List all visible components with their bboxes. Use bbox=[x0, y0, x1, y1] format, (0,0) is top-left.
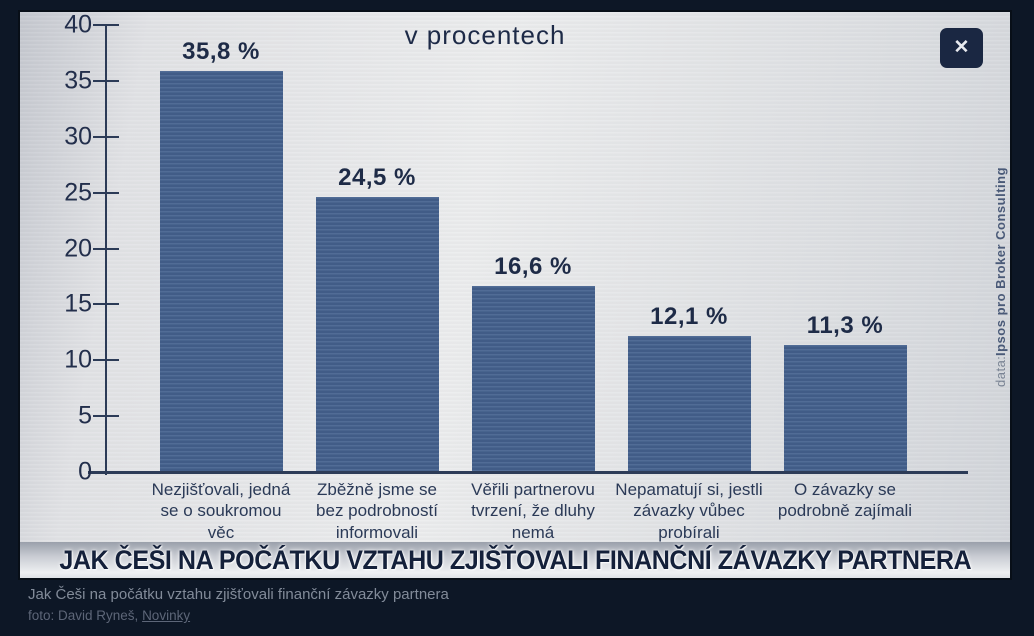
bar-value-label: 24,5 % bbox=[338, 164, 416, 192]
y-tick bbox=[93, 247, 119, 250]
y-tick bbox=[93, 471, 119, 473]
close-icon: ✕ bbox=[953, 37, 970, 58]
photo-credit: foto: David Ryneš, Novinky bbox=[28, 608, 190, 623]
category-label: Věřili partnerovu tvrzení, že dluhy nemá bbox=[471, 480, 595, 542]
bar bbox=[159, 70, 283, 471]
x-axis bbox=[88, 471, 968, 474]
bars-container: 35,8 % 24,5 % 16,6 % 12,1 % 11,3 % bbox=[143, 38, 923, 471]
credit-text: foto: David Ryneš, bbox=[28, 608, 143, 623]
y-tick bbox=[93, 415, 119, 418]
chart-title: v procentech bbox=[404, 20, 566, 50]
y-tick-label: 0 bbox=[78, 457, 92, 486]
y-tick-label: 5 bbox=[78, 401, 92, 430]
y-tick-label: 30 bbox=[64, 122, 92, 151]
category-labels: Nezjišťovali, jedná se o soukromou věc Zb… bbox=[143, 479, 923, 543]
bar-slot: 12,1 % bbox=[611, 303, 767, 471]
source-prefix: data: bbox=[993, 355, 1008, 388]
y-tick bbox=[93, 79, 119, 82]
category-label: O závazky se podrobně zajímali bbox=[777, 480, 913, 521]
data-source-note: data: Ipsos pro Broker Consulting bbox=[993, 112, 1008, 442]
bar-slot: 16,6 % bbox=[455, 252, 611, 471]
y-tick bbox=[93, 24, 119, 26]
y-tick-label: 25 bbox=[64, 178, 92, 207]
close-button[interactable]: ✕ bbox=[940, 28, 983, 68]
bar bbox=[471, 285, 595, 471]
y-tick-label: 20 bbox=[64, 234, 92, 262]
bar bbox=[783, 344, 907, 471]
bar-slot: 11,3 % bbox=[767, 312, 923, 471]
photo-caption: Jak Češi na počátku vztahu zjišťovali fi… bbox=[28, 586, 449, 603]
category-label: Nezjišťovali, jedná se o soukromou věc bbox=[151, 480, 291, 542]
bar-value-label: 12,1 % bbox=[650, 302, 728, 330]
y-axis bbox=[105, 25, 107, 475]
banner-title: JAK ČEŠI NA POČÁTKU VZTAHU ZJIŠŤOVALI FI… bbox=[59, 544, 971, 575]
plot-area: 35,8 % 24,5 % 16,6 % 12,1 % 11,3 % Nezjišťov… bbox=[64, 11, 968, 542]
y-tick-label: 35 bbox=[64, 66, 92, 95]
chart-photo-panel: v procentech ✕ 35,8 % 24,5 % 16,6 % 12,1 % 1… bbox=[20, 11, 1010, 578]
banner-strip: JAK ČEŠI NA POČÁTKU VZTAHU ZJIŠŤOVALI FI… bbox=[20, 542, 1010, 578]
bar bbox=[627, 335, 751, 471]
source-name: Ipsos pro Broker Consulting bbox=[993, 166, 1008, 356]
bar-slot: 24,5 % bbox=[299, 164, 455, 471]
bar-value-label: 11,3 % bbox=[806, 311, 884, 339]
y-tick-label: 15 bbox=[64, 289, 92, 318]
bar bbox=[315, 197, 439, 471]
bar-value-label: 16,6 % bbox=[494, 252, 572, 280]
y-tick bbox=[93, 191, 119, 194]
y-tick-label: 10 bbox=[64, 345, 92, 374]
y-tick-label: 40 bbox=[64, 10, 92, 39]
credit-link[interactable]: Novinky bbox=[142, 608, 191, 623]
category-label: Nepamatují si, jestli závazky vůbec prob… bbox=[615, 480, 763, 542]
y-tick bbox=[93, 135, 119, 138]
bar-value-label: 35,8 % bbox=[182, 37, 260, 65]
bar-slot: 35,8 % bbox=[143, 38, 299, 471]
y-tick bbox=[93, 359, 119, 362]
y-tick bbox=[93, 303, 119, 306]
category-label: Zběžně jsme se bez podrobností informova… bbox=[316, 480, 438, 542]
